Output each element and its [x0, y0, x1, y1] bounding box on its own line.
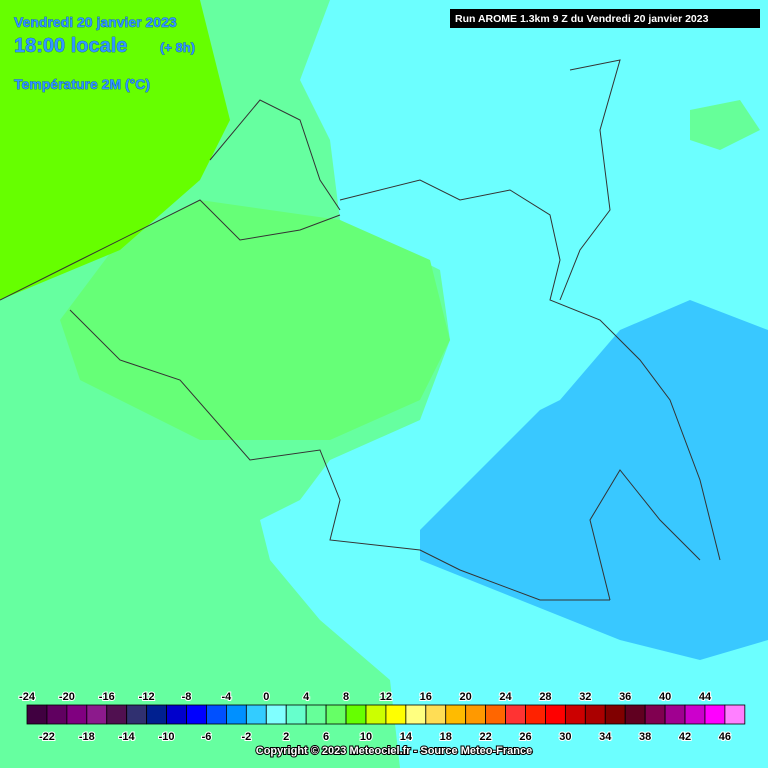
- legend-swatch: [564, 704, 586, 725]
- legend-label: -18: [79, 731, 95, 743]
- legend-swatch: [66, 704, 88, 725]
- lime-zone: [0, 0, 230, 300]
- legend-swatch: [385, 704, 407, 725]
- legend-swatch: [285, 704, 307, 725]
- legend-label: -16: [99, 691, 115, 703]
- legend-swatch: [126, 704, 148, 725]
- legend-label: -8: [182, 691, 192, 703]
- legend-swatch: [664, 704, 686, 725]
- legend-swatch: [525, 704, 546, 725]
- legend-label: 32: [579, 691, 591, 703]
- legend-swatch: [265, 704, 287, 725]
- run-label: Run AROME 1.3km 9 Z du Vendredi 20 janvi…: [455, 13, 709, 25]
- legend-swatch: [26, 704, 48, 725]
- legend-label: -14: [119, 731, 136, 743]
- border-lux: [589, 469, 701, 601]
- green-zone: [60, 200, 450, 440]
- legend-label: 6: [323, 731, 329, 743]
- legend-label: -12: [139, 691, 155, 703]
- legend-label: 2: [283, 731, 289, 743]
- legend-label: 12: [380, 691, 392, 703]
- legend-label: 0: [263, 691, 269, 703]
- border-east: [339, 179, 721, 561]
- coast: [0, 199, 341, 301]
- legend-swatch: [485, 704, 506, 725]
- legend-swatch: [465, 704, 487, 725]
- legend-label: 8: [343, 691, 349, 703]
- legend-label: 34: [599, 731, 612, 743]
- legend-label: 28: [539, 691, 551, 703]
- legend-swatch: [245, 704, 267, 725]
- legend-label: 4: [303, 691, 310, 703]
- legend-label: 18: [440, 731, 452, 743]
- date-label: Vendredi 20 janvier 2023: [14, 14, 177, 30]
- legend-label: 16: [420, 691, 432, 703]
- legend-swatch: [724, 704, 746, 725]
- time-label: 18:00 locale: [14, 35, 127, 57]
- legend-label: 20: [460, 691, 472, 703]
- run-box: [450, 9, 760, 28]
- legend-swatch: [505, 704, 526, 725]
- legend-swatch: [545, 704, 566, 725]
- legend-label: 46: [719, 731, 731, 743]
- legend-label: 36: [619, 691, 631, 703]
- legend-swatch: [684, 704, 706, 725]
- legend-swatch: [644, 704, 666, 725]
- legend-label: 42: [679, 731, 691, 743]
- legend-label: 44: [699, 691, 712, 703]
- legend-swatch: [445, 704, 467, 725]
- legend-label: 14: [400, 731, 413, 743]
- coast-islands: [209, 99, 341, 211]
- legend-label: 38: [639, 731, 651, 743]
- legend-swatch: [425, 704, 447, 725]
- legend-swatch: [146, 704, 167, 725]
- legend-label: -4: [222, 691, 233, 703]
- legend-swatch: [365, 704, 387, 725]
- legend-label: 30: [559, 731, 571, 743]
- border-north: [559, 59, 621, 301]
- mint-patch: [690, 100, 760, 150]
- legend-swatch: [106, 704, 128, 725]
- legend-swatch: [206, 704, 227, 725]
- legend-swatch: [166, 704, 187, 725]
- legend-label: -6: [202, 731, 212, 743]
- legend-swatch: [225, 704, 247, 725]
- legend-swatch: [325, 704, 347, 725]
- offset-label: (+ 8h): [160, 40, 195, 55]
- borders: [0, 59, 721, 601]
- legend-swatch: [624, 704, 646, 725]
- legend-swatch: [704, 704, 726, 725]
- legend-label: -20: [59, 691, 75, 703]
- field-label: Température 2M (°C): [14, 76, 150, 92]
- legend-swatch: [86, 704, 108, 725]
- legend-label: -2: [241, 731, 251, 743]
- legend-swatch: [584, 704, 606, 725]
- copyright: Copyright © 2023 Meteociel.fr - Source M…: [256, 745, 532, 757]
- legend: -24-22-20-18-16-14-12-10-8-6-4-202468101…: [18, 690, 746, 744]
- legend-swatch: [345, 704, 367, 725]
- legend-swatch: [405, 704, 427, 725]
- legend-label: 40: [659, 691, 671, 703]
- legend-label: -10: [159, 731, 175, 743]
- blue-zone: [420, 300, 768, 660]
- legend-label: -24: [19, 691, 36, 703]
- legend-label: 22: [479, 731, 491, 743]
- legend-label: -22: [39, 731, 55, 743]
- legend-label: 10: [360, 731, 372, 743]
- legend-label: 26: [519, 731, 531, 743]
- legend-swatch: [186, 704, 207, 725]
- legend-swatch: [46, 704, 68, 725]
- legend-swatch: [305, 704, 327, 725]
- legend-label: 24: [499, 691, 512, 703]
- border-south: [69, 309, 610, 601]
- legend-swatch: [604, 704, 626, 725]
